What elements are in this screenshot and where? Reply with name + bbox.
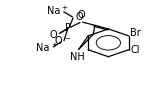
Text: Na: Na xyxy=(47,6,60,16)
Text: P: P xyxy=(66,23,71,33)
Text: −: − xyxy=(64,36,70,42)
Text: O: O xyxy=(75,12,83,22)
Text: O: O xyxy=(78,10,85,20)
Text: Cl: Cl xyxy=(130,45,140,55)
Text: NH: NH xyxy=(70,52,85,62)
Text: +: + xyxy=(51,42,57,48)
Text: O: O xyxy=(54,36,62,47)
Text: Na: Na xyxy=(36,43,50,53)
Text: O: O xyxy=(50,30,57,40)
Text: Br: Br xyxy=(130,28,141,38)
Text: +: + xyxy=(62,5,68,11)
